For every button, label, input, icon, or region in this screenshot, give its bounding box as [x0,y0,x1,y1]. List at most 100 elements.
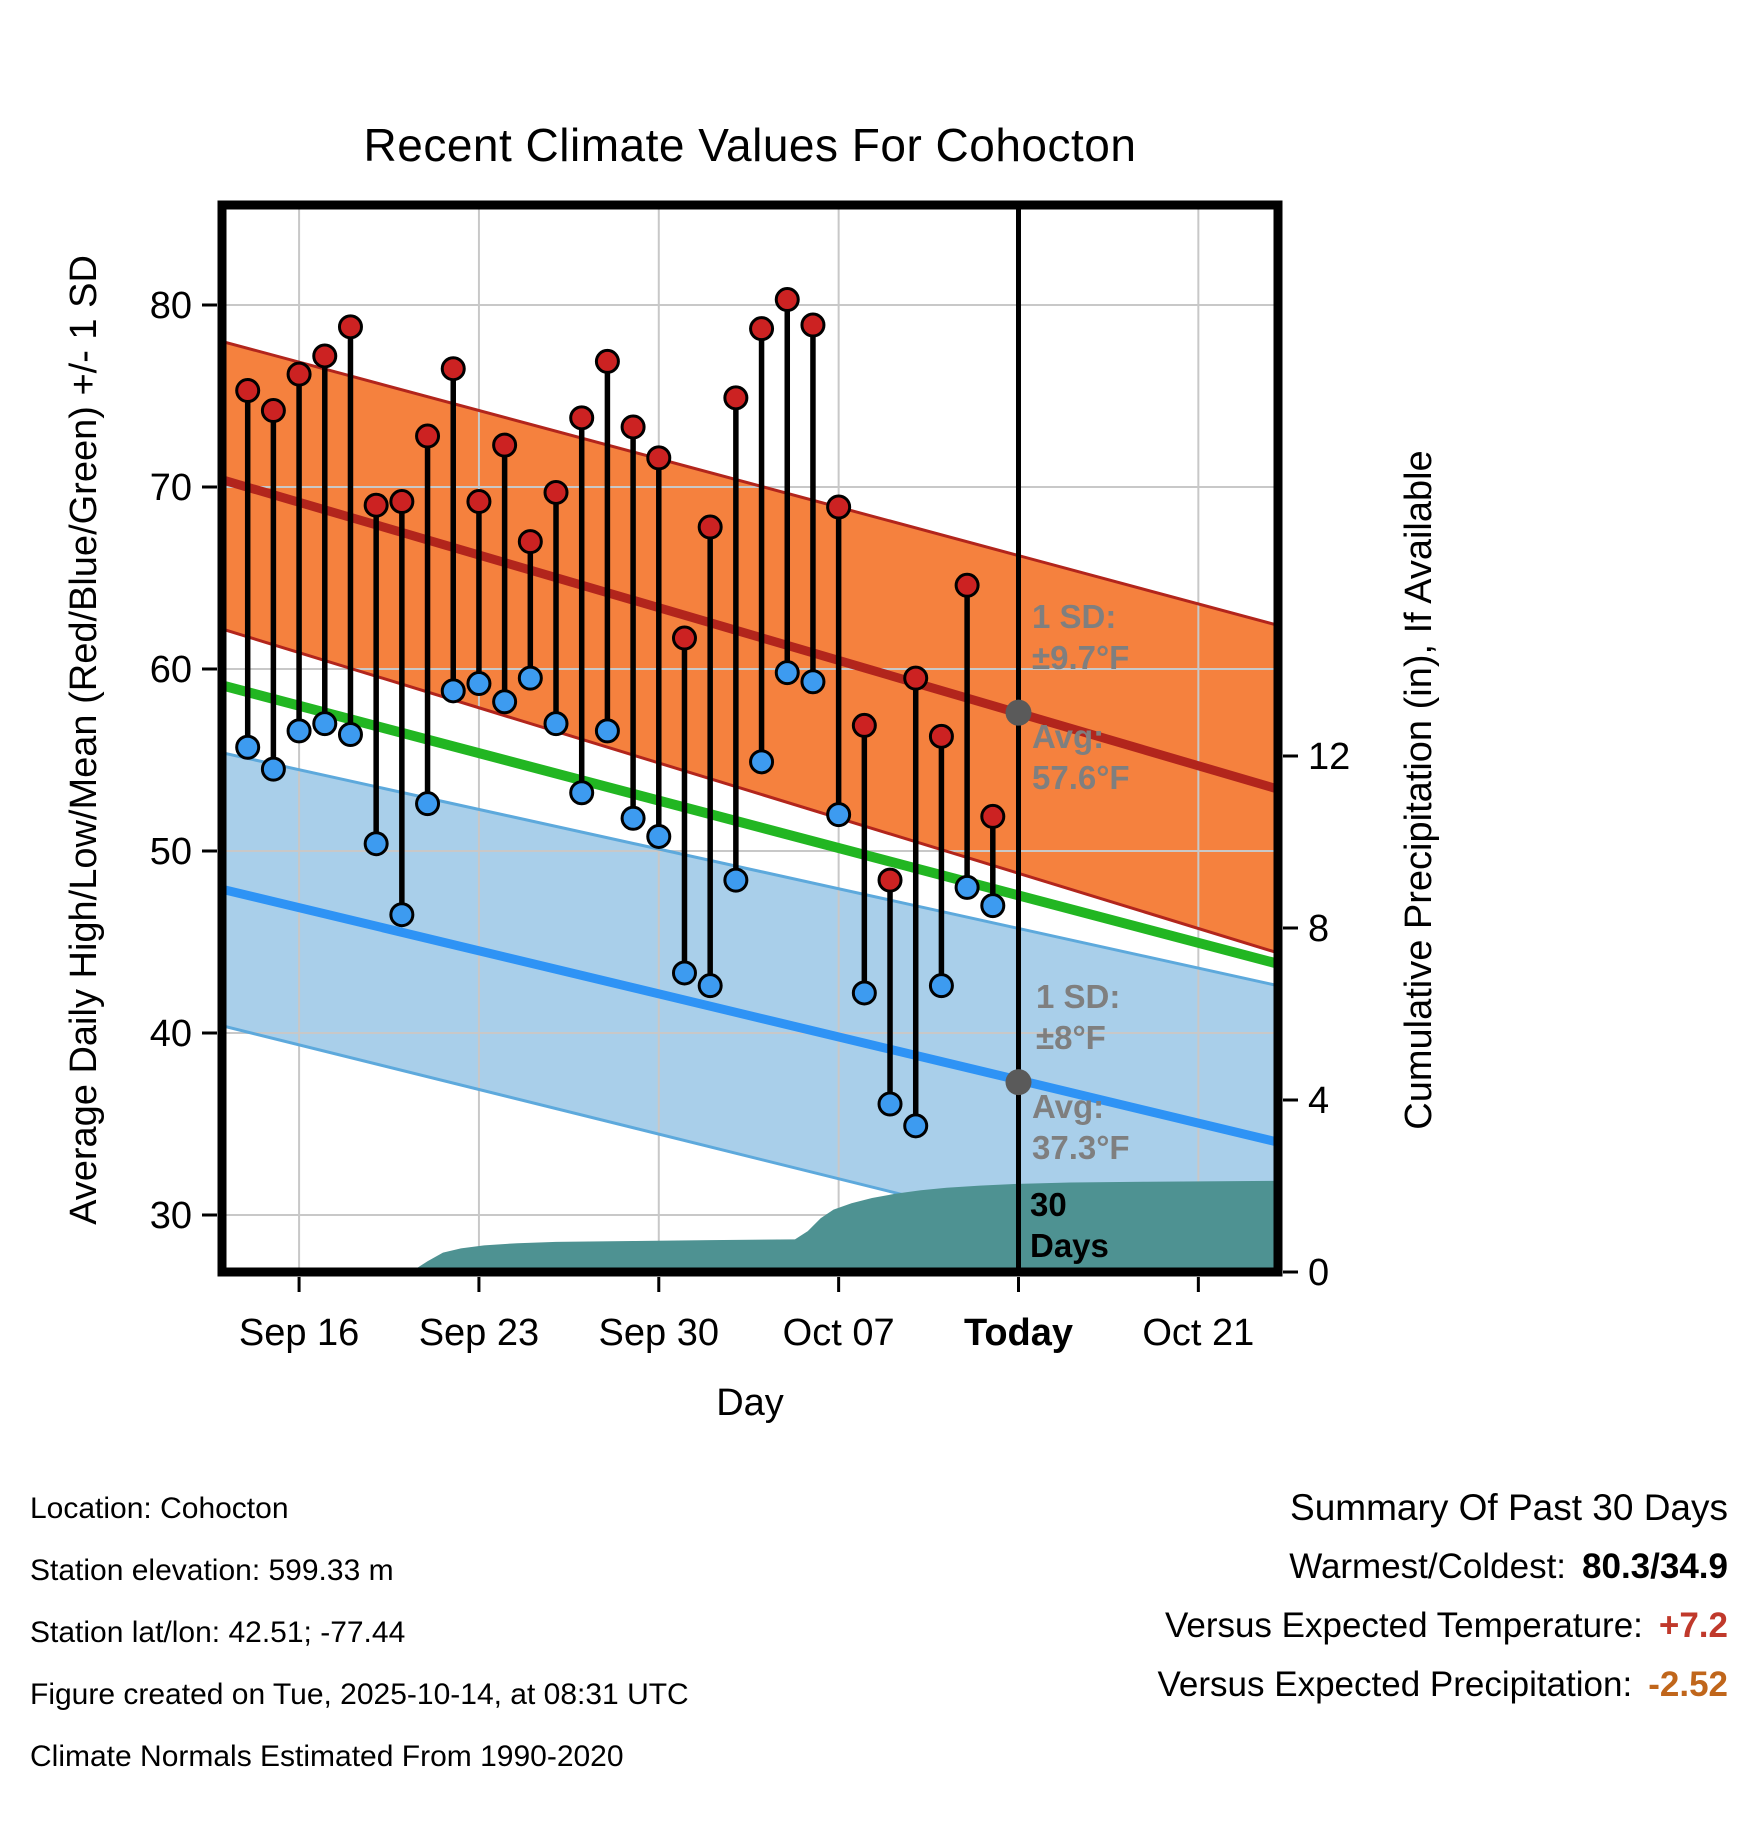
high-dot [851,712,877,738]
summary-panel: Summary Of Past 30 Days Warmest/Coldest:… [1158,1478,1729,1714]
x-axis-label: Day [716,1382,784,1424]
period-line2: Days [1030,1227,1109,1264]
low-dot [774,660,800,686]
high-avg-value: 57.6°F [1032,759,1130,796]
summary-label: Versus Expected Temperature: [1164,1606,1643,1645]
date-tick-label: Sep 23 [419,1312,539,1354]
low-dot [697,973,723,999]
high-dot [723,385,749,411]
summary-row-vs-temperature: Versus Expected Temperature: +7.2 [1158,1596,1728,1655]
station-elevation: Station elevation: 599.33 m [30,1554,394,1587]
low-dot [363,831,389,857]
low-dot [749,749,775,775]
period-annotation: 30 Days [1030,1184,1109,1266]
high-dot [671,625,697,651]
low-dot [954,874,980,900]
period-line1: 30 [1030,1186,1067,1223]
high-dot [492,432,518,458]
low-dot [260,756,286,782]
low-dot [980,893,1006,919]
summary-value: 80.3/34.9 [1582,1547,1728,1586]
temp-tick-label: 60 [150,649,192,691]
high-avg-label: Avg: [1032,718,1105,755]
high-dot [954,572,980,598]
station-location: Location: Cohocton [30,1492,289,1525]
precip-tick-label: 4 [1308,1080,1329,1122]
low-dot [851,980,877,1006]
date-tick-label: Oct 07 [783,1312,895,1354]
high-dot [620,414,646,440]
high-dot [389,489,415,515]
high-dot [928,723,954,749]
low-dot [440,678,466,704]
high-dot [569,405,595,431]
low-dot [928,973,954,999]
station-latlon: Station lat/lon: 42.51; -77.44 [30,1616,406,1649]
summary-value: +7.2 [1658,1606,1728,1645]
high-dot [543,479,569,505]
high-dot [749,316,775,342]
date-tick-label: Today [964,1312,1073,1354]
station-info: Location: Cohocton Station elevation: 59… [30,1478,689,1788]
date-tick-label: Sep 16 [239,1312,359,1354]
low-dot [620,805,646,831]
temp-tick-label: 50 [150,831,192,873]
high-dot [697,514,723,540]
low-avg-marker [1005,1069,1032,1096]
low-dot [671,960,697,986]
low-dot [646,823,672,849]
temp-tick-label: 80 [150,285,192,327]
temp-tick-label: 30 [150,1195,192,1237]
low-dot [466,671,492,697]
summary-value: -2.52 [1648,1665,1728,1704]
date-tick-label: Sep 30 [599,1312,719,1354]
climate-normals-note: Climate Normals Estimated From 1990-2020 [30,1740,624,1773]
low-dot [723,867,749,893]
precipitation-area [222,1180,1278,1272]
chart-title: Recent Climate Values For Cohocton [363,119,1137,171]
temp-tick-label: 70 [150,467,192,509]
summary-label: Warmest/Coldest: [1289,1547,1567,1586]
summary-title: Summary Of Past 30 Days [1290,1487,1728,1528]
low-sd-value: ±8°F [1036,1019,1106,1056]
high-dot [312,343,338,369]
high-dot [440,356,466,382]
high-avg-annotation: Avg: 57.6°F [1032,716,1130,798]
low-dot [543,711,569,737]
low-dot [517,665,543,691]
low-dot [594,718,620,744]
low-dot [903,1113,929,1139]
high-dot [415,423,441,449]
low-dot [826,802,852,828]
high-sd-annotation: 1 SD: ±9.7°F [1032,596,1129,678]
low-dot [235,734,261,760]
high-avg-marker [1005,699,1032,726]
low-avg-value: 37.3°F [1032,1129,1130,1166]
high-dot [903,665,929,691]
daily-highs-lows [235,287,1006,1139]
summary-row-warmest-coldest: Warmest/Coldest: 80.3/34.9 [1158,1537,1728,1596]
summary-label: Versus Expected Precipitation: [1157,1665,1633,1704]
high-dot [286,361,312,387]
low-dot [312,711,338,737]
high-dot [826,494,852,520]
low-dot [492,689,518,715]
low-dot [800,669,826,695]
temp-tick-label: 40 [150,1013,192,1055]
high-dot [800,312,826,338]
low-dot [389,902,415,928]
low-sd-label: 1 SD: [1036,978,1121,1015]
low-dot [286,718,312,744]
low-dot [415,791,441,817]
low-avg-annotation: Avg: 37.3°F [1032,1086,1130,1168]
precip-tick-label: 8 [1308,908,1329,950]
high-dot [980,803,1006,829]
high-dot [337,314,363,340]
high-sd-label: 1 SD: [1032,598,1117,635]
high-dot [363,492,389,518]
plot-area [222,205,1278,1272]
plot-border [217,200,1283,1277]
figure-created: Figure created on Tue, 2025-10-14, at 08… [30,1678,689,1711]
precip-tick-label: 0 [1308,1252,1329,1294]
